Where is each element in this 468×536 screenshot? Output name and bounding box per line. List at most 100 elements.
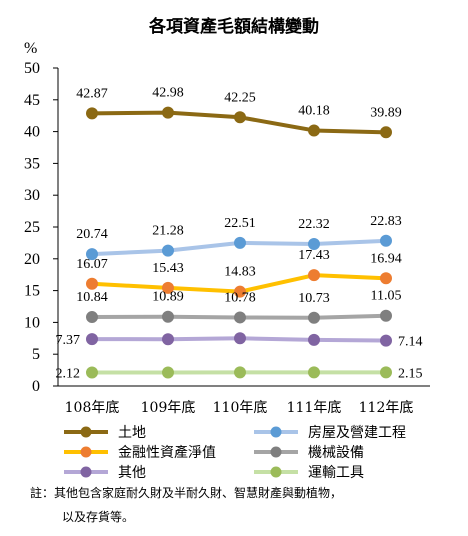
data-point [234,332,246,345]
series-3: 10.84 10.89 10.78 10.73 11.05 [76,289,401,324]
data-point [234,236,246,249]
data-point [86,311,98,324]
data-label: 11.05 [371,289,402,304]
data-point [308,366,320,379]
data-point [86,248,98,261]
data-label: 20.74 [76,227,108,242]
data-label: 2.15 [398,366,423,381]
series-5: 2.12 2.15 [56,366,423,382]
data-label: 16.07 [76,257,108,272]
chart-title: 各項資產毛額結構變動 [148,16,319,37]
data-point [380,272,392,285]
data-point [162,281,174,294]
data-point [234,285,246,298]
legend-item: 機械設備 [254,445,364,461]
y-tick-label: 10 [24,314,40,331]
data-label: 17.43 [298,248,330,263]
legend-marker [270,446,282,458]
y-tick-label: 0 [32,378,40,395]
footnote-line-2: 以及存貨等。 [62,509,134,524]
y-axis-unit: % [24,40,37,57]
data-label: 7.14 [398,335,423,350]
x-tick-label: 111年底 [287,400,342,416]
legend-label: 運輸工具 [308,465,364,481]
data-point [308,333,320,346]
data-label: 39.89 [370,105,402,120]
data-point [162,366,174,379]
footnote-line-1: 註：其他包含家庭耐久財及半耐久財、智慧財產與動植物， [30,485,342,500]
legend-label: 房屋及營建工程 [308,425,406,441]
legend-item: 運輸工具 [254,465,364,481]
y-tick-label: 25 [24,219,40,236]
series-0: 42.87 42.98 42.25 40.18 39.89 [76,86,402,139]
data-label: 22.51 [224,216,256,231]
data-point [234,366,246,379]
data-label: 10.84 [76,290,108,305]
data-point [162,310,174,323]
data-point [234,111,246,124]
legend-item: 房屋及營建工程 [254,425,406,441]
x-tick-label: 112年底 [359,400,414,416]
data-point [308,311,320,324]
series-4: 7.37 7.14 [56,332,423,350]
series-2: 16.07 15.43 14.83 17.43 16.94 [76,248,402,298]
data-point [380,234,392,247]
data-point [162,244,174,257]
data-point [380,126,392,139]
legend-marker [80,466,92,478]
legend-item: 土地 [64,425,146,441]
data-label: 10.73 [298,291,330,306]
data-label: 42.87 [76,86,108,101]
y-tick-label: 20 [24,251,40,268]
y-tick-label: 40 [24,124,40,141]
data-label: 10.78 [224,290,256,305]
data-label: 22.83 [370,214,402,229]
legend-item: 金融性資產淨值 [64,444,216,461]
data-label: 7.37 [56,333,81,348]
x-tick-label: 108年底 [65,400,120,416]
series-group: 42.87 42.98 42.25 40.18 39.89 20.74 21.28 22.51… [56,86,423,382]
legend-label: 金融性資產淨值 [118,444,216,461]
data-label: 21.28 [152,224,184,239]
data-point [162,333,174,346]
legend-label: 其他 [118,465,146,481]
data-point [86,333,98,346]
data-point [86,277,98,290]
y-tick-label: 30 [24,187,40,204]
data-label: 14.83 [224,265,256,280]
data-label: 22.32 [298,217,330,232]
data-label: 2.12 [56,367,81,382]
x-tick-label: 110年底 [213,400,268,416]
data-point [234,311,246,324]
data-point [308,269,320,282]
data-label: 10.89 [152,290,184,305]
y-tick-label: 5 [32,346,40,363]
legend-label: 土地 [118,425,146,441]
data-point [308,238,320,251]
series-1: 20.74 21.28 22.51 22.32 22.83 [76,214,402,261]
data-point [86,107,98,120]
legend-marker [270,426,282,438]
data-point [380,366,392,379]
data-label: 15.43 [152,261,184,276]
data-point [308,124,320,137]
data-label: 42.25 [224,90,256,105]
data-point [86,366,98,379]
data-label: 42.98 [152,86,184,101]
x-tick-label: 109年底 [141,400,196,416]
y-tick-label: 50 [24,60,40,77]
legend-item: 其他 [64,465,146,481]
legend-marker [80,446,92,458]
legend-marker [80,426,92,438]
legend-marker [270,466,282,478]
data-label: 16.94 [370,251,402,266]
data-point [162,106,174,119]
y-tick-label: 15 [24,283,40,300]
data-point [380,334,392,347]
axes: 0 5 10 15 20 25 30 35 40 45 50 108年底 109年底 110年底 111年底… [24,60,430,416]
y-tick-label: 45 [24,92,40,109]
y-tick-label: 35 [24,155,40,172]
